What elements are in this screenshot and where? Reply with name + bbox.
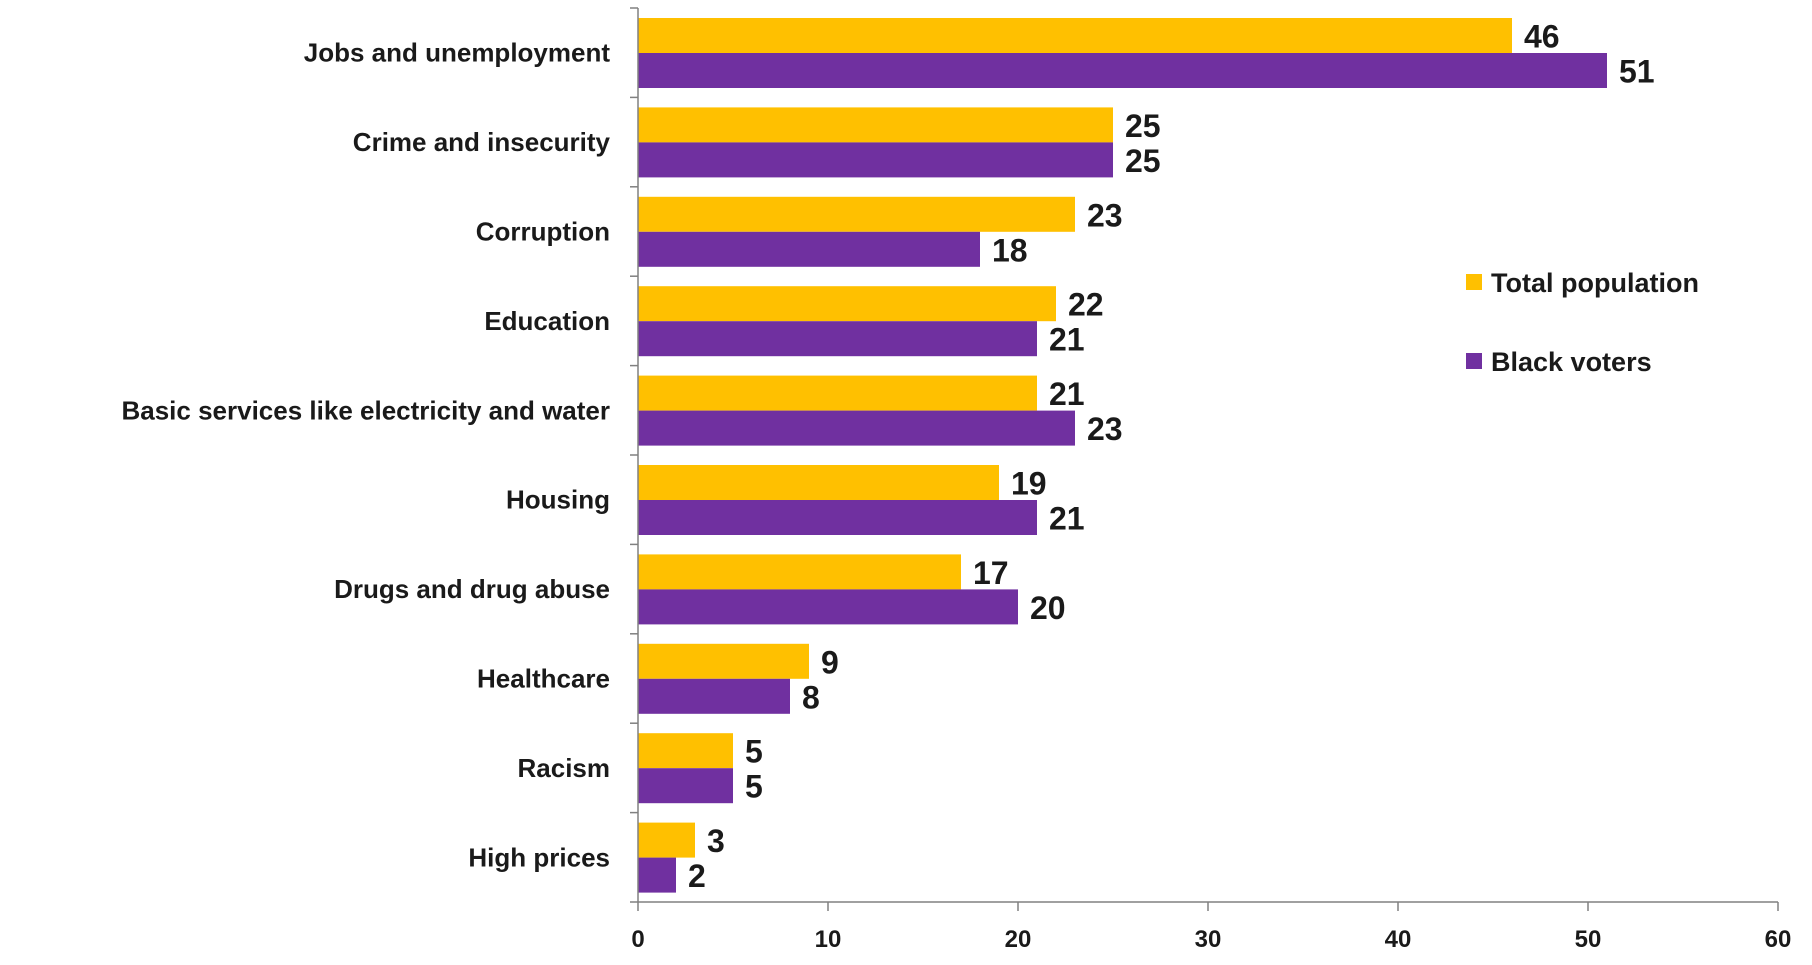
category-label: Drugs and drug abuse [334,574,610,604]
bar-black-voters-8 [638,768,733,804]
data-label: 46 [1524,19,1560,55]
bars-layer [638,18,1607,893]
category-label: Corruption [476,217,610,247]
data-label: 18 [992,232,1028,268]
category-label: Basic services like electricity and wate… [121,395,610,425]
bar-total-population-9 [638,822,695,858]
data-label: 25 [1125,108,1161,144]
bar-black-voters-7 [638,678,790,714]
data-label: 17 [973,555,1009,591]
bar-black-voters-0 [638,53,1607,88]
x-tick-label: 60 [1765,926,1792,953]
bar-black-voters-6 [638,589,1018,625]
data-label: 23 [1087,411,1123,447]
data-label: 22 [1068,287,1104,323]
bar-total-population-8 [638,733,733,769]
data-label: 9 [821,644,839,680]
data-label: 23 [1087,197,1123,233]
data-label: 21 [1049,322,1085,358]
legend-label: Black voters [1491,347,1652,377]
data-label: 5 [745,734,763,770]
bar-black-voters-2 [638,231,980,267]
bar-total-population-0 [638,18,1512,53]
data-label: 21 [1049,501,1085,537]
category-label: High prices [468,842,610,872]
data-label: 20 [1030,590,1066,626]
legend: Total population Black voters [1466,268,1699,377]
category-label: Housing [506,485,610,515]
bar-total-population-1 [638,107,1113,143]
bar-total-population-2 [638,196,1075,232]
data-label: 5 [745,769,763,805]
data-label: 19 [1011,466,1047,502]
category-label: Education [484,306,610,336]
bar-total-population-3 [638,286,1056,322]
legend-swatch [1466,274,1482,290]
category-label: Crime and insecurity [353,127,611,157]
category-label: Healthcare [477,664,610,694]
data-label: 3 [707,823,725,859]
legend-label: Total population [1491,268,1699,298]
bar-black-voters-1 [638,142,1113,178]
x-tick-label: 0 [631,926,644,953]
bar-black-voters-3 [638,321,1037,357]
data-label: 2 [688,858,706,894]
bar-total-population-4 [638,375,1037,411]
bar-black-voters-5 [638,500,1037,535]
x-tick-label: 30 [1195,926,1222,953]
data-label: 25 [1125,143,1161,179]
bar-total-population-6 [638,554,961,590]
data-label: 21 [1049,376,1085,412]
category-label: Racism [518,753,611,783]
data-label: 8 [802,679,820,715]
category-label: Jobs and unemployment [304,38,611,68]
legend-swatch [1466,353,1482,369]
bar-total-population-7 [638,643,809,679]
bar-total-population-5 [638,465,999,500]
bar-black-voters-9 [638,857,676,893]
bar-black-voters-4 [638,410,1075,446]
x-tick-label: 10 [815,926,842,953]
x-tick-label: 50 [1575,926,1602,953]
axes-layer: 0 10 20 30 40 50 60 [630,7,1792,953]
data-label: 51 [1619,54,1655,90]
x-tick-label: 40 [1385,926,1412,953]
x-tick-label: 20 [1005,926,1032,953]
